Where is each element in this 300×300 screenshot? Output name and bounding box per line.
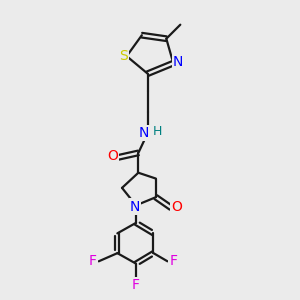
Text: O: O — [171, 200, 182, 214]
Text: F: F — [89, 254, 97, 268]
Text: N: N — [139, 126, 149, 140]
Text: N: N — [130, 200, 140, 214]
Text: O: O — [107, 149, 118, 164]
Text: S: S — [119, 49, 128, 63]
Text: F: F — [169, 254, 177, 268]
Text: F: F — [132, 278, 140, 292]
Text: N: N — [173, 55, 183, 69]
Text: H: H — [152, 125, 162, 138]
